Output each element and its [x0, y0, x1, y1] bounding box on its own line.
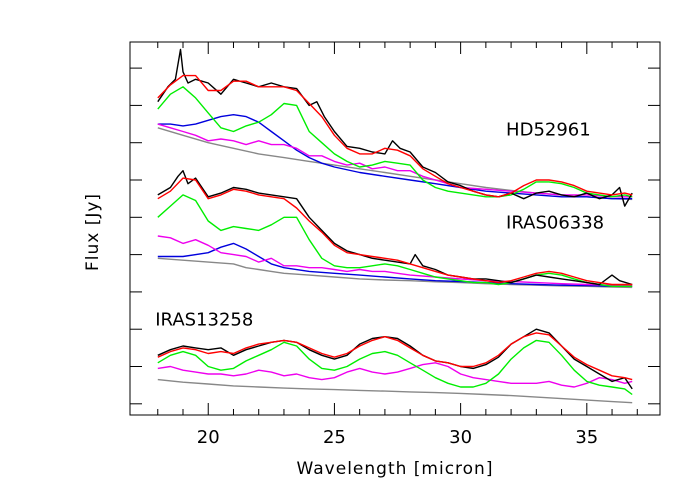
labels-layer: HD52961 IRAS06338 IRAS13258 — [155, 119, 604, 330]
x-tick-label: 25 — [323, 427, 346, 448]
x-tick-label: 30 — [449, 427, 472, 448]
plot-frame — [129, 41, 661, 416]
series-component-blue — [157, 113, 633, 200]
series-model — [157, 177, 633, 286]
series-component-green — [157, 339, 633, 396]
series-layer — [157, 48, 633, 404]
panel-iras06338 — [157, 169, 633, 289]
series-observed — [157, 328, 633, 390]
series-continuum — [157, 378, 633, 404]
plot-border — [129, 41, 661, 416]
series-observed — [157, 169, 633, 286]
series-model — [157, 332, 633, 381]
series-model — [157, 74, 633, 198]
x-tick-label: 35 — [575, 427, 598, 448]
series-observed — [157, 48, 633, 207]
y-axis-label: Flux [Jy] — [83, 193, 103, 271]
series-component-green — [157, 86, 633, 198]
spectrum-label-iras06338: IRAS06338 — [506, 213, 604, 234]
x-axis-label: Wavelength [micron] — [297, 459, 494, 479]
panel-hd52961 — [157, 48, 633, 207]
axis-ticks: 20 25 30 35 — [130, 42, 660, 448]
series-component-magenta — [157, 362, 633, 388]
spectrum-label-hd52961: HD52961 — [506, 119, 591, 140]
spectrum-label-iras13258: IRAS13258 — [155, 309, 253, 330]
x-tick-label: 20 — [197, 427, 220, 448]
series-component-green — [157, 194, 633, 287]
panel-iras13258 — [157, 328, 633, 404]
series-component-blue — [157, 242, 633, 287]
